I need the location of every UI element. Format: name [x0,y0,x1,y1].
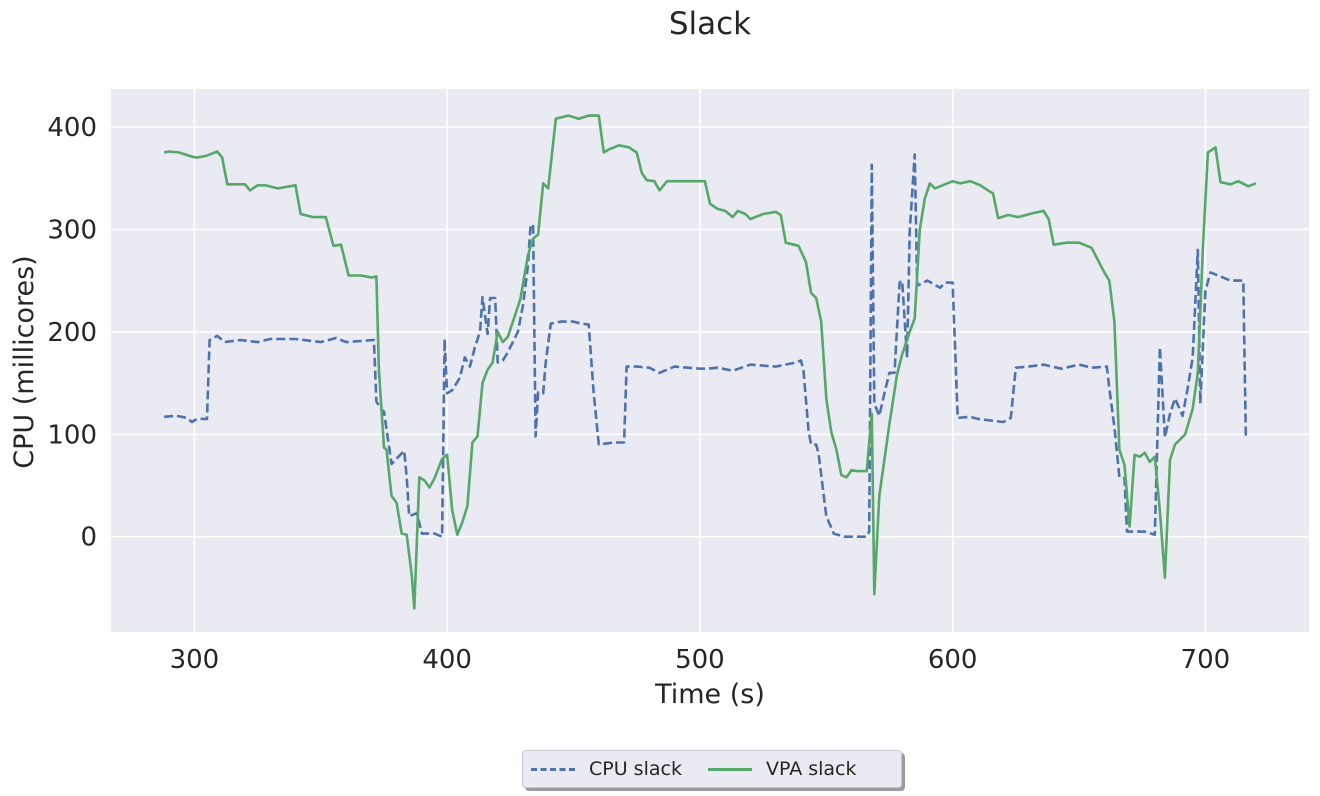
x-tick-label: 600 [928,645,978,675]
x-tick-label: 400 [422,645,472,675]
grid [111,89,1309,632]
legend-swatch-cpu [531,767,575,771]
y-tick-label: 0 [80,523,97,553]
x-axis-label: Time (s) [654,679,765,710]
legend: CPU slack VPA slack [522,750,902,788]
legend-label-cpu: CPU slack [589,758,682,780]
x-tick-label: 300 [170,645,220,675]
x-tick-label: 500 [675,645,725,675]
plot-area [111,89,1309,632]
legend-item-cpu: CPU slack [531,758,682,780]
legend-swatch-vpa [707,767,752,771]
series-line-vpa-slack [163,114,1257,610]
series-line-cpu-slack [163,153,1251,539]
y-tick-label: 400 [47,113,97,143]
y-tick-label: 100 [47,420,97,450]
series-layer [163,114,1257,610]
y-tick-label: 200 [47,318,97,348]
legend-item-vpa: VPA slack [707,758,857,780]
tick-labels: 300 400 500 600 700 0 100 200 300 400 [47,113,1230,675]
legend-label-vpa: VPA slack [765,758,857,780]
y-tick-label: 300 [47,215,97,245]
x-tick-label: 700 [1181,645,1231,675]
y-axis-label: CPU (millicores) [9,255,40,468]
chart-title: Slack [669,6,751,42]
